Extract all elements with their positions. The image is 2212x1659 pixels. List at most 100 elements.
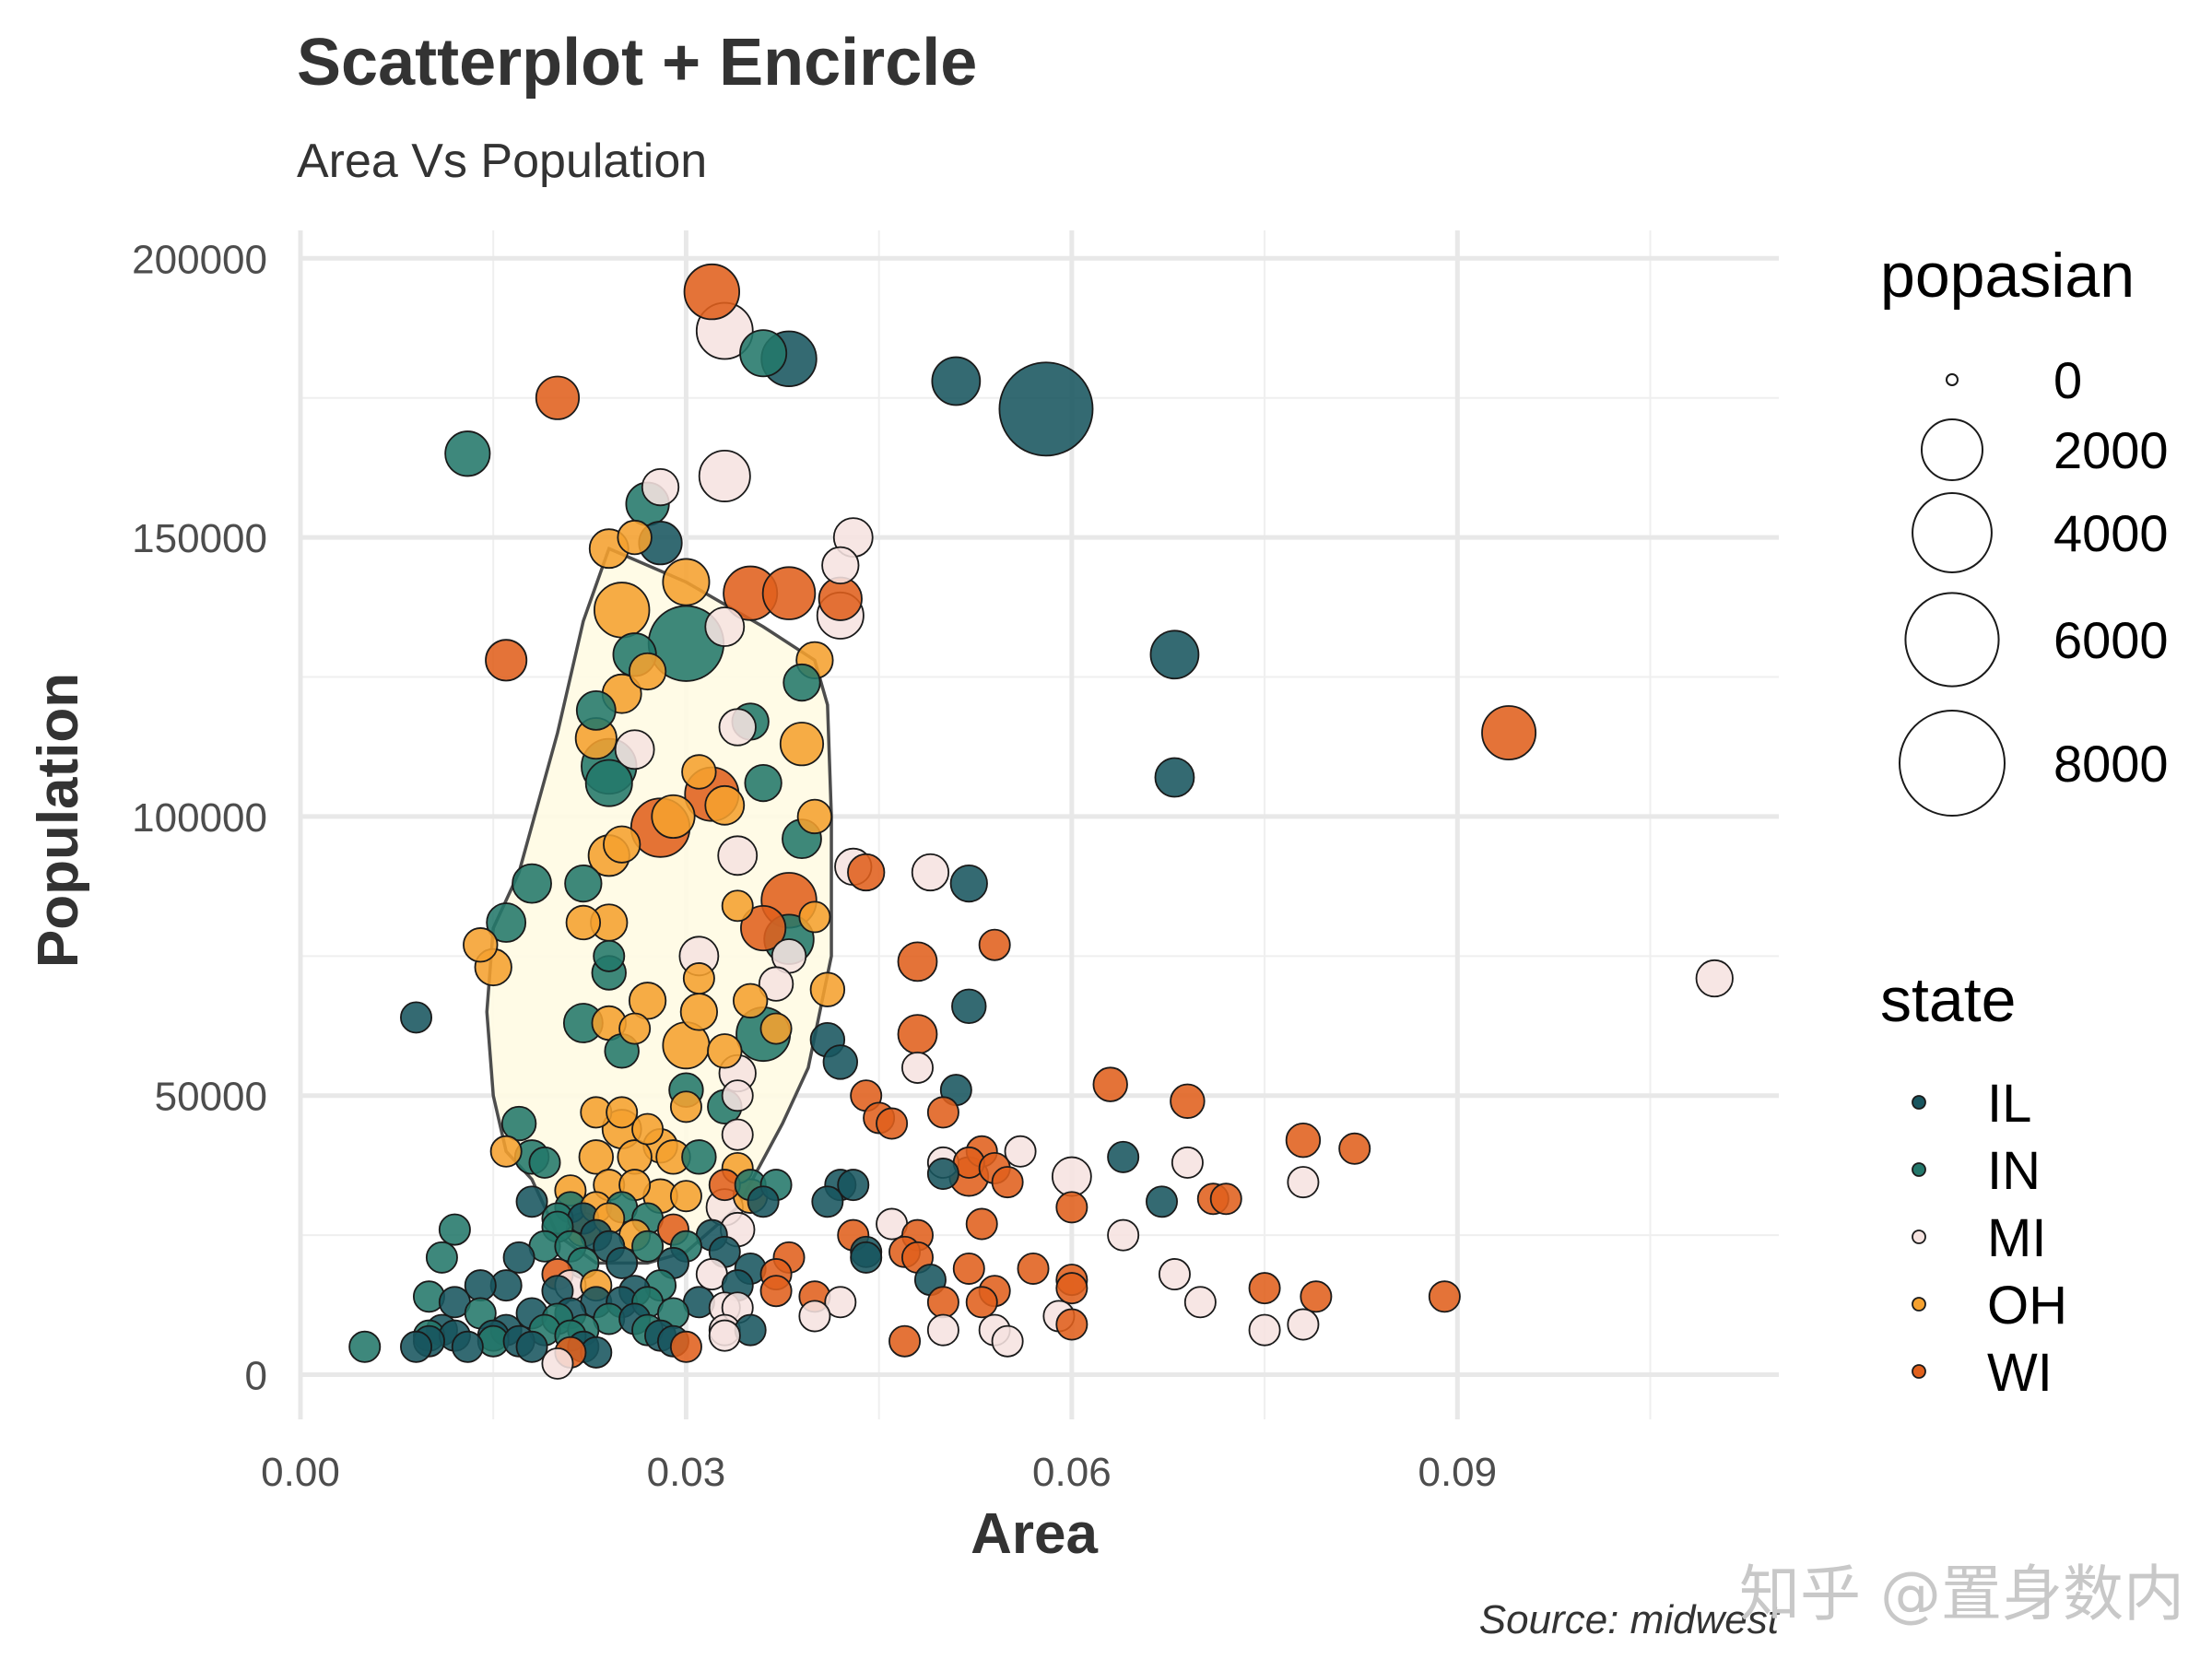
data-point-mi [1287,1166,1320,1199]
data-point-mi [1287,1308,1320,1341]
color-legend: state IL IN MI OH WI [1880,965,2067,1403]
color-legend-title: state [1880,965,2016,1035]
size-legend-label: 8000 [2053,735,2169,793]
data-point-mi [901,1051,934,1084]
data-point-mi [704,606,746,647]
data-point-il [1154,757,1195,798]
data-point-in [593,939,626,972]
data-point-in [500,1105,537,1142]
data-point-il [811,1185,844,1218]
data-point-in [528,1146,561,1179]
data-point-wi [1017,1252,1050,1285]
data-point-mi [614,729,655,771]
size-legend-label: 2000 [2053,421,2169,479]
data-point-wi [1338,1132,1371,1165]
data-point-il [998,361,1094,457]
data-point-il [515,1185,548,1218]
data-point-mi [1183,1286,1217,1319]
y-axis-title: Population [27,673,90,968]
data-point-mi [1107,1218,1140,1252]
data-point-oh [603,825,641,864]
data-point-wi [1209,1182,1242,1216]
data-point-il [1107,1140,1140,1173]
data-point-il [949,864,988,903]
data-point-wi [535,375,581,420]
data-point-oh [704,784,746,826]
data-point-wi [876,1107,909,1140]
data-point-il [951,988,987,1025]
data-point-mi [721,1079,754,1112]
data-point-oh [669,1090,702,1124]
data-point-oh [682,962,715,995]
data-point-in [575,689,617,731]
data-point-oh [681,754,717,790]
data-point-oh [732,982,769,1018]
data-point-mi [721,1118,754,1151]
data-point-wi [952,1252,985,1285]
color-legend-label: IN [1987,1141,2041,1201]
data-point-wi [897,1014,938,1055]
data-point-oh [463,927,499,963]
data-point-il [822,1044,859,1080]
size-legend-label: 4000 [2053,504,2169,562]
data-point-wi [1248,1272,1281,1305]
data-point-in [564,864,603,903]
color-legend-key-in [1912,1162,1926,1177]
data-point-oh [662,558,711,606]
data-point-oh [606,1096,639,1129]
data-point-oh [721,889,754,923]
x-tick-label: 0.06 [1032,1450,1112,1495]
size-legend: popasian 0 2000 4000 6000 8000 [1880,241,2169,817]
data-point-in [348,1330,382,1363]
data-point-oh [759,1012,793,1045]
data-point-mi [758,966,794,1002]
x-tick-label: 0.03 [647,1450,726,1495]
data-point-il [747,1185,780,1218]
y-tick-label: 150000 [132,516,267,561]
data-point-wi [1428,1280,1461,1313]
data-point-il [502,1241,535,1274]
data-point-in [486,902,527,943]
data-point-il [400,1330,433,1363]
data-point-wi [669,1330,702,1363]
data-point-wi [991,1166,1024,1199]
data-point-oh [796,798,833,835]
data-point-il [606,1246,639,1279]
data-point-wi [965,1286,998,1319]
size-legend-key [1904,592,2000,688]
chart-subtitle: Area Vs Population [297,135,707,188]
y-tick-label: 50000 [155,1075,267,1120]
data-point-il [1146,1185,1178,1218]
data-point-mi [926,1313,959,1347]
data-point-il [515,1330,548,1363]
data-point-in [739,329,788,378]
data-point-il [400,1001,433,1034]
data-point-mi [821,546,860,585]
scatter-points [348,263,1734,1380]
color-legend-key-mi [1912,1230,1926,1244]
data-point-il [837,1169,870,1202]
data-point-il [464,1269,497,1302]
data-point-mi [911,853,950,892]
data-point-in [438,1213,471,1246]
data-point-wi [847,853,886,892]
data-point-oh [707,1033,743,1069]
size-legend-key [1946,373,1959,386]
color-legend-label: IL [1987,1074,2031,1134]
data-point-mi [1051,1156,1092,1197]
data-point-oh [679,993,719,1031]
data-point-wi [1481,705,1537,761]
color-legend-key-il [1912,1095,1926,1110]
chart-caption: Source: midwest [1479,1597,1781,1642]
data-point-wi [683,263,741,321]
color-legend-key-wi [1912,1364,1926,1379]
data-point-wi [485,639,528,682]
y-tick-label: 100000 [132,795,267,841]
size-legend-key [1912,492,1993,573]
x-tick-label: 0.00 [261,1450,340,1495]
chart-title: Scatterplot + Encircle [297,26,977,100]
size-legend-title: popasian [1880,241,2135,311]
data-point-wi [1285,1122,1322,1159]
data-point-mi [1248,1313,1281,1347]
